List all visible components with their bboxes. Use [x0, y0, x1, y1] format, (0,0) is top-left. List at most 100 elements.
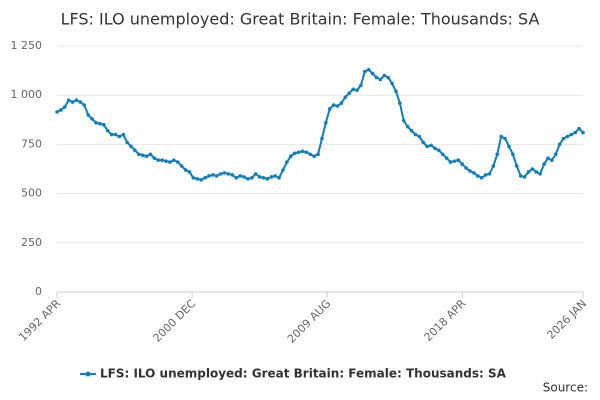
data-point	[378, 77, 383, 82]
data-point	[98, 121, 102, 126]
data-point	[269, 175, 274, 179]
data-point	[101, 122, 106, 127]
data-point	[253, 172, 258, 176]
data-point	[218, 172, 223, 176]
data-point	[518, 174, 523, 178]
data-point	[546, 156, 550, 160]
x-tick-label: 2026 JAN	[544, 297, 589, 342]
x-tick-label: 2000 DEC	[151, 297, 199, 345]
data-point	[316, 152, 320, 157]
data-point	[211, 173, 215, 177]
data-point	[468, 169, 472, 173]
data-point	[144, 154, 149, 159]
legend: LFS: ILO unemployed: Great Britain: Fema…	[80, 367, 507, 381]
data-point	[370, 71, 375, 76]
data-point	[335, 104, 340, 108]
data-point	[448, 160, 453, 164]
data-point	[538, 172, 542, 176]
data-point	[534, 170, 539, 174]
data-point	[460, 162, 465, 166]
data-point	[203, 176, 207, 180]
data-point	[530, 167, 535, 171]
data-point	[90, 117, 94, 121]
data-point	[304, 150, 309, 155]
data-point	[526, 170, 531, 174]
data-point	[312, 154, 316, 159]
data-point	[569, 132, 574, 137]
data-point	[179, 164, 184, 168]
data-point	[499, 134, 503, 139]
data-point	[207, 174, 211, 178]
data-point	[479, 176, 484, 180]
data-point	[409, 128, 414, 133]
data-point	[561, 136, 566, 141]
data-point	[168, 160, 172, 164]
data-point	[324, 120, 328, 125]
data-point	[452, 159, 457, 163]
data-point	[343, 95, 348, 99]
data-point	[226, 172, 231, 176]
data-point	[339, 101, 344, 105]
data-point	[464, 166, 468, 170]
data-point	[148, 152, 153, 157]
data-point	[86, 113, 90, 117]
y-tick-label: 1 250	[11, 39, 43, 52]
data-point	[347, 91, 352, 96]
data-point	[433, 146, 437, 151]
data-point	[514, 164, 519, 168]
data-point	[507, 144, 511, 149]
data-point	[398, 101, 402, 105]
data-point	[281, 168, 285, 172]
data-point	[417, 134, 422, 139]
data-point	[483, 173, 488, 177]
data-point	[382, 73, 387, 78]
data-point	[277, 176, 281, 180]
data-point	[550, 158, 554, 162]
data-point	[390, 81, 394, 86]
y-tick-label: 1 000	[11, 88, 43, 101]
data-point	[425, 144, 429, 149]
data-point	[476, 174, 480, 178]
data-point	[234, 176, 239, 180]
data-point	[199, 178, 203, 182]
data-point	[386, 75, 390, 80]
data-point	[273, 174, 277, 178]
data-point	[331, 103, 336, 107]
data-point	[296, 150, 301, 155]
data-point	[175, 160, 180, 164]
y-tick-label: 0	[35, 285, 42, 298]
data-point	[401, 118, 406, 123]
data-point	[191, 176, 196, 180]
data-point	[137, 152, 141, 157]
source: Source:	[543, 381, 588, 395]
data-point	[187, 170, 192, 174]
data-point	[94, 120, 98, 125]
data-point	[522, 175, 527, 179]
data-point	[125, 140, 129, 145]
data-point	[62, 105, 67, 109]
data-point	[300, 149, 305, 154]
data-point	[195, 177, 200, 181]
data-point	[553, 152, 558, 157]
data-point	[109, 132, 114, 137]
data-point	[288, 154, 293, 159]
x-tick-label: 2009 AUG	[285, 297, 334, 346]
data-point	[257, 175, 262, 179]
data-point	[405, 124, 410, 129]
data-point	[113, 132, 118, 137]
data-point	[121, 132, 126, 137]
data-line	[56, 68, 584, 181]
data-point	[117, 134, 122, 139]
data-point	[421, 140, 426, 145]
data-point	[511, 152, 515, 157]
data-point	[172, 158, 176, 162]
data-point	[491, 164, 496, 168]
data-point	[359, 83, 363, 88]
data-point	[557, 142, 562, 147]
data-point	[230, 173, 235, 177]
data-point	[308, 152, 313, 157]
data-point	[444, 156, 449, 160]
data-point	[285, 160, 289, 164]
data-point	[246, 177, 250, 181]
